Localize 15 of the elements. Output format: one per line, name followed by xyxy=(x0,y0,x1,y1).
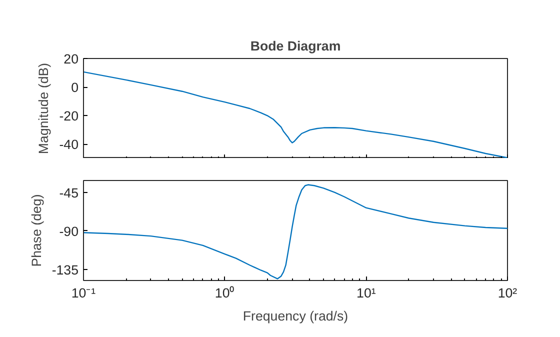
x-tick-label: 10⁻¹ xyxy=(71,286,96,300)
y-tick-label: -20 xyxy=(59,108,78,124)
y-axis-title: Magnitude (dB) xyxy=(36,62,52,154)
y-tick-label: -45 xyxy=(59,185,78,200)
x-tick-label: 10⁰ xyxy=(214,286,235,300)
x-axis-title: Frequency (rad/s) xyxy=(242,308,348,324)
y-tick-label: 20 xyxy=(64,52,79,66)
x-tick-label: 10¹ xyxy=(356,286,376,300)
y-axis-title: Phase (deg) xyxy=(28,194,44,267)
y-tick-label: -135 xyxy=(52,262,79,278)
y-tick-label: 0 xyxy=(71,80,79,96)
x-tick-label: 10² xyxy=(498,286,518,300)
y-tick-label: -40 xyxy=(59,137,78,152)
y-tick-label: -90 xyxy=(59,224,78,239)
chart-title: Bode Diagram xyxy=(250,38,341,54)
